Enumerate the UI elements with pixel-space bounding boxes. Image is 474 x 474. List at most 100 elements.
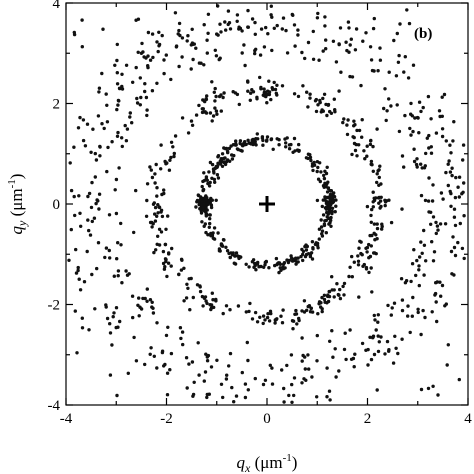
data-point [317,237,321,241]
data-point [365,250,369,254]
data-point [290,400,294,404]
data-point [354,27,359,31]
data-point [389,104,393,108]
data-point [389,313,393,317]
data-point [86,194,90,199]
data-point [342,347,347,352]
data-point [444,139,448,143]
data-point [218,56,222,60]
data-point [296,33,300,37]
y-axis-unit-exponent: -1 [6,179,18,188]
data-point [264,260,268,264]
data-point [204,97,208,101]
data-point [369,266,373,270]
data-point [306,152,311,156]
data-point [230,153,234,157]
data-point [453,223,458,228]
data-point [450,272,454,276]
x-axis-unit-exponent: -1 [283,452,292,464]
y-axis-unit: (μm [7,188,26,220]
data-point [435,319,439,324]
data-point [234,139,238,143]
data-point [179,257,184,261]
data-point [115,82,120,86]
data-point [201,206,205,211]
data-point [271,147,275,151]
data-point [311,246,315,250]
data-point [273,321,277,325]
data-point [212,226,217,230]
data-point [233,254,237,258]
data-point [423,315,427,320]
data-point [300,381,304,385]
data-point [131,80,135,85]
data-point [392,301,397,305]
data-point [75,351,79,355]
data-point [268,363,272,367]
data-point [306,105,310,109]
data-point [108,373,113,377]
data-point [166,214,170,218]
data-point [429,210,433,214]
data-point [79,224,83,228]
data-point [83,144,88,148]
data-point [330,329,334,333]
data-point [406,76,411,80]
data-point [378,58,383,62]
data-point [294,308,298,313]
data-point [317,302,321,306]
data-point [348,74,352,79]
data-point [347,26,351,30]
data-point [157,227,162,231]
data-point [206,12,211,16]
data-point [267,90,272,94]
data-point [427,176,431,180]
data-point [218,249,222,253]
data-point [219,158,223,162]
data-point [439,294,443,298]
data-point [294,312,299,316]
data-point [165,161,169,165]
data-point [307,367,311,371]
data-point [318,161,322,165]
data-point [202,379,206,383]
data-point [238,141,242,146]
data-point [213,86,217,91]
data-point [201,304,205,308]
data-point [297,316,301,321]
data-point [97,207,101,211]
data-point [372,231,376,235]
data-point [265,135,270,139]
data-point [89,150,93,154]
data-point [348,265,352,269]
data-point [189,276,193,281]
data-point [145,113,149,118]
data-point [422,273,426,277]
data-point [216,154,221,158]
data-point [116,274,120,278]
data-point [449,249,454,254]
data-point [76,126,81,130]
data-point [324,38,328,42]
data-point [215,112,219,116]
data-point [263,378,268,382]
data-point [188,308,192,312]
data-point [360,253,364,257]
data-point [353,48,358,52]
data-point [371,200,375,204]
data-point [457,377,461,382]
data-point [394,74,399,78]
data-point [372,222,377,226]
data-point [429,117,433,121]
data-point [169,351,174,356]
data-point [338,287,342,292]
data-point [166,325,170,329]
data-point [390,306,394,310]
data-point [190,360,195,364]
data-point [327,289,332,294]
data-point [421,105,425,110]
data-point [209,307,213,312]
data-point [374,328,378,332]
data-point [216,231,220,235]
data-point [367,242,371,247]
